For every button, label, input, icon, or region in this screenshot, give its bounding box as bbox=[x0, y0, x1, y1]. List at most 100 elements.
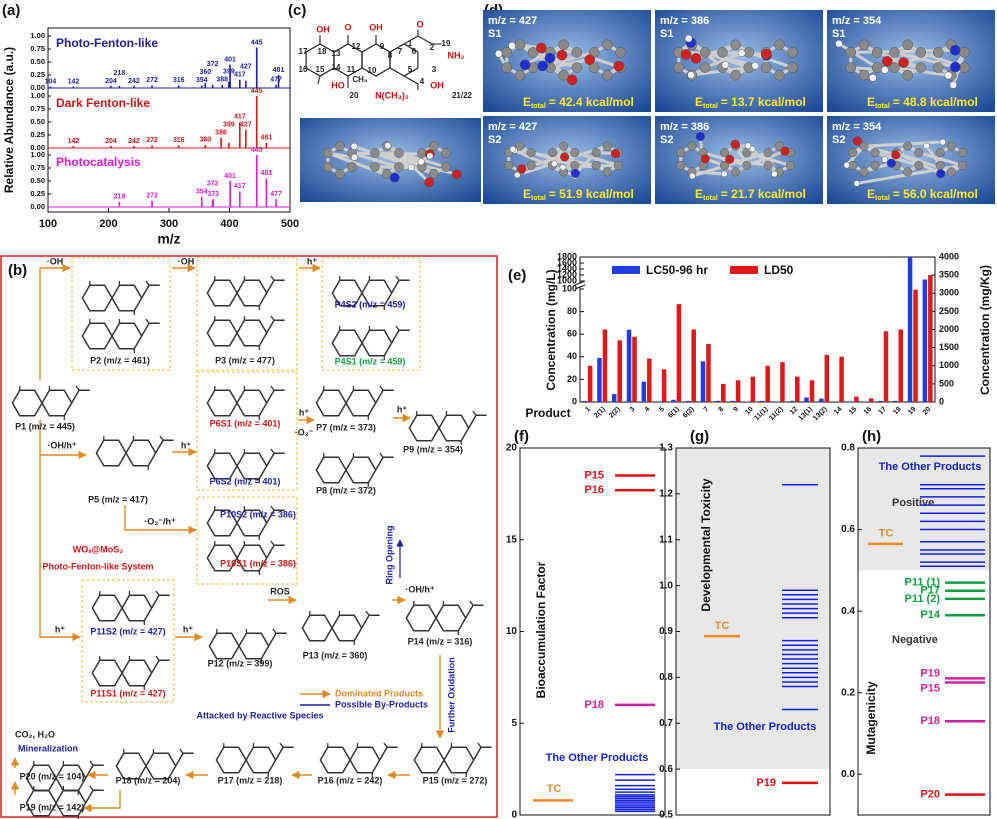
atom bbox=[517, 164, 527, 174]
bar bbox=[780, 362, 785, 402]
atom bbox=[676, 148, 686, 158]
y-tick-label: 20 bbox=[567, 374, 577, 384]
peak-label: 272 bbox=[146, 77, 158, 84]
bar bbox=[730, 400, 735, 402]
atom bbox=[903, 167, 913, 177]
energy-symbol: E bbox=[523, 95, 531, 109]
atom bbox=[407, 164, 415, 171]
atom bbox=[959, 47, 970, 58]
atom bbox=[923, 142, 930, 150]
atom bbox=[699, 62, 711, 73]
structure-label: 2 bbox=[430, 43, 435, 52]
peak-label: 427 bbox=[240, 122, 252, 129]
energy-symbol: E bbox=[867, 187, 875, 201]
scheme-label: P10S2 (m/z = 386) bbox=[220, 509, 296, 519]
atom bbox=[858, 39, 870, 51]
scheme-label: ·O₂⁻ bbox=[295, 427, 314, 437]
atom bbox=[417, 158, 425, 166]
scheme-label: P20 (m/z = 104) bbox=[20, 771, 85, 781]
atom bbox=[519, 59, 531, 71]
structure-label: 11 bbox=[347, 65, 356, 74]
atom bbox=[537, 60, 548, 72]
x-tick-label: 2(1) bbox=[593, 406, 607, 420]
atom bbox=[902, 39, 913, 51]
legend-label: Photo-Fenton-like bbox=[56, 36, 158, 50]
x-tick-label: 11(1) bbox=[753, 406, 769, 422]
atom bbox=[730, 69, 741, 81]
bar bbox=[617, 340, 622, 402]
bar bbox=[721, 383, 726, 402]
peak-label: 427 bbox=[240, 64, 252, 71]
bar bbox=[735, 380, 741, 402]
peak-label: 477 bbox=[270, 191, 282, 198]
bar bbox=[824, 354, 830, 402]
peak-label: 142 bbox=[68, 138, 80, 145]
y2-tick-label: 3000 bbox=[939, 288, 959, 298]
y-tick-label: 0.9 bbox=[659, 626, 673, 637]
peak-label: 461 bbox=[261, 135, 273, 142]
atom bbox=[935, 148, 945, 158]
y-tick-label: 10 bbox=[506, 626, 518, 637]
atom bbox=[335, 141, 345, 151]
molecule bbox=[315, 452, 395, 488]
bar bbox=[928, 275, 933, 402]
molecule bbox=[405, 600, 485, 636]
peak-label: 218 bbox=[114, 194, 126, 201]
series-label: TC bbox=[715, 620, 730, 632]
scheme-label: WOₓ@MoS₂ bbox=[73, 544, 124, 554]
y2-tick-label: 1500 bbox=[939, 342, 959, 352]
y-tick-label: 80 bbox=[567, 306, 577, 316]
atom bbox=[731, 167, 741, 177]
bond bbox=[374, 165, 412, 169]
x-tick-label: 18 bbox=[892, 406, 903, 417]
scheme-label: P10S1 (m/z = 386) bbox=[220, 558, 296, 568]
atom bbox=[602, 39, 613, 51]
series-label: The Other Products bbox=[879, 461, 982, 473]
atom bbox=[915, 62, 927, 73]
y-axis-title: Relative Abundance (a.u.) bbox=[2, 47, 16, 193]
atom bbox=[939, 138, 946, 146]
structure-label: 19 bbox=[442, 39, 451, 48]
scheme-label: Ring Opening bbox=[384, 526, 394, 585]
y-axis-title: Developmental Toxicity bbox=[699, 478, 713, 611]
scheme-label: P7 (m/z = 373) bbox=[316, 422, 376, 432]
atom bbox=[742, 160, 752, 170]
y2-tick-label: 0 bbox=[939, 396, 944, 406]
atom bbox=[584, 54, 595, 65]
peak-label: 445 bbox=[251, 88, 263, 95]
scheme-label: P13 (m/z = 360) bbox=[303, 650, 368, 660]
atom bbox=[602, 69, 613, 81]
y-tick-label: 0.8 bbox=[841, 443, 855, 454]
series-label: P15 bbox=[920, 682, 940, 694]
atom bbox=[859, 167, 869, 177]
y-tick-label: 1.00 bbox=[30, 150, 45, 159]
bar bbox=[611, 394, 617, 402]
y-tick-label: 60 bbox=[567, 329, 577, 339]
bond bbox=[374, 151, 458, 176]
structure-label: OH bbox=[369, 22, 383, 32]
peak-label: 372 bbox=[207, 61, 219, 68]
x-tick-label: 10 bbox=[744, 406, 755, 417]
scheme-label: P19 (m/z = 142) bbox=[20, 802, 85, 812]
atom bbox=[932, 47, 944, 58]
bar bbox=[587, 365, 593, 402]
atom bbox=[848, 148, 858, 158]
atom bbox=[721, 61, 730, 69]
peak-label: 272 bbox=[146, 193, 158, 200]
state-label: S1 bbox=[488, 28, 501, 40]
peak-label: 316 bbox=[173, 137, 185, 144]
mz-label: m/z = 354 bbox=[832, 121, 882, 133]
bar bbox=[647, 358, 652, 402]
atom bbox=[508, 42, 516, 50]
y2-tick-label: 1000 bbox=[939, 360, 959, 370]
atom bbox=[944, 71, 953, 80]
atom bbox=[676, 160, 686, 170]
structure-label: 6 bbox=[412, 47, 417, 56]
energy-value: = 51.9 kcal/mol bbox=[549, 187, 634, 201]
peak-label: 399 bbox=[223, 121, 235, 128]
bar bbox=[661, 369, 667, 402]
atom bbox=[588, 62, 600, 73]
peak-label: 445 bbox=[251, 147, 263, 154]
atom bbox=[613, 60, 625, 72]
molecule-model bbox=[504, 141, 623, 180]
